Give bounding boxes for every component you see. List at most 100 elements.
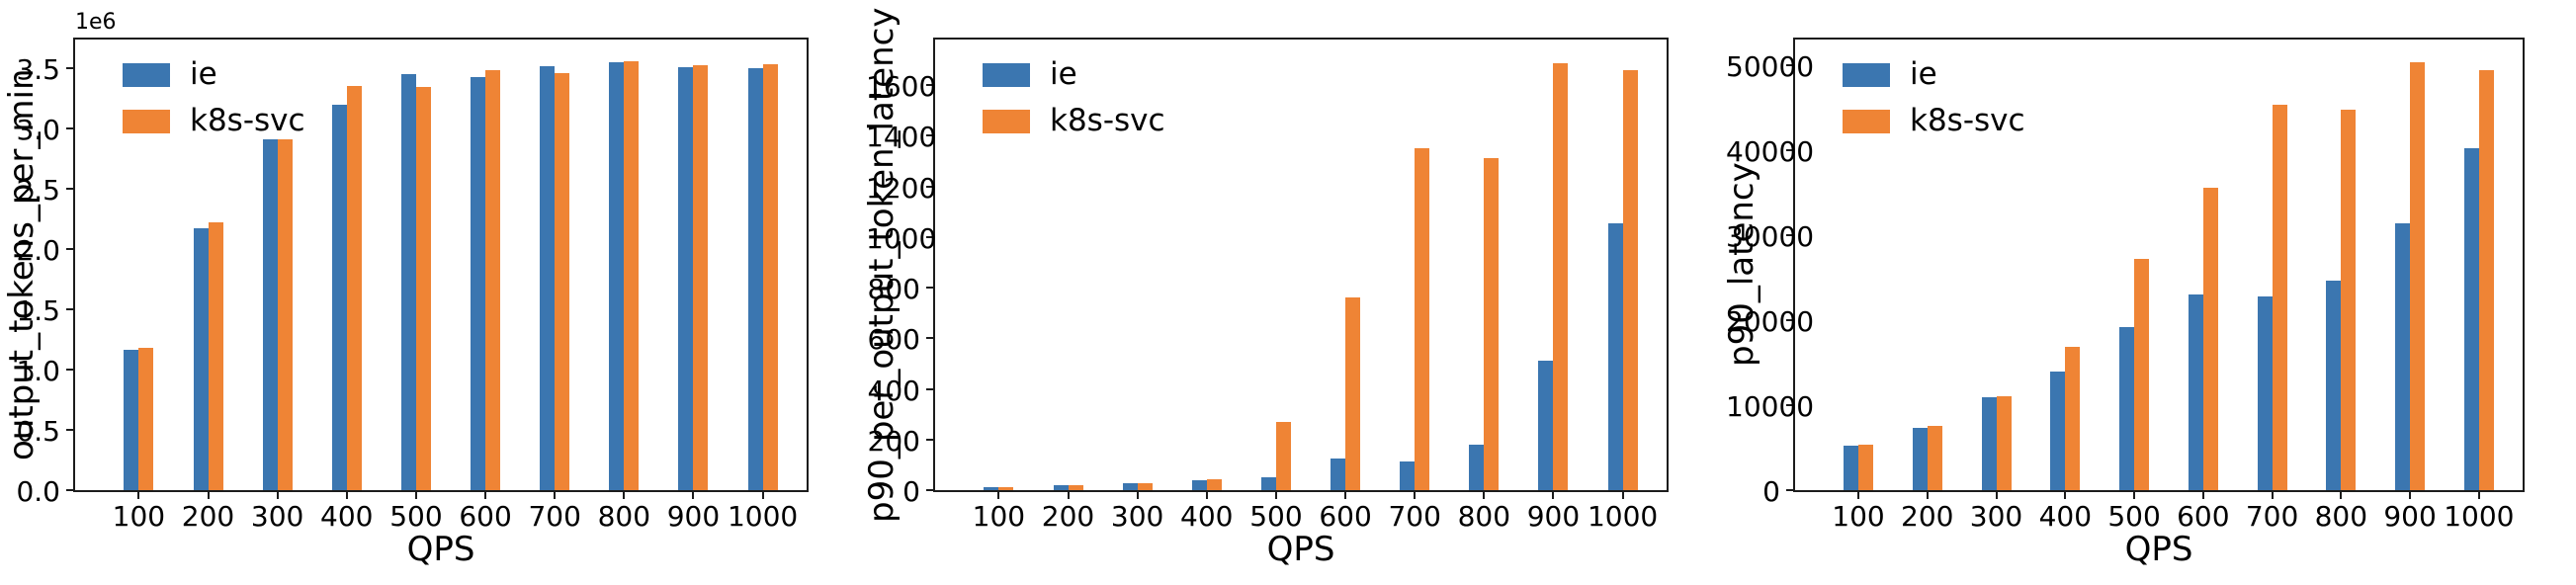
legend-label-k8s-svc: k8s-svc bbox=[190, 103, 305, 138]
bar-ie-qps-200 bbox=[1053, 484, 1069, 490]
y-tick-label: 1400 bbox=[866, 121, 937, 154]
bar-k8s-svc-qps-600 bbox=[2202, 187, 2218, 490]
bar-k8s-svc-qps-600 bbox=[485, 70, 501, 490]
bar-k8s-svc-qps-300 bbox=[1137, 482, 1153, 490]
legend-item-k8s-svc: k8s-svc bbox=[983, 106, 1165, 136]
y-tick-label: 20000 bbox=[1726, 304, 1815, 338]
chart-p90-latency: p90_latency ie k8s-svc 0 10000 20000 30000 4… bbox=[1720, 0, 2576, 585]
y-tick-mark bbox=[926, 185, 935, 188]
legend-label-ie: ie bbox=[1910, 56, 1937, 92]
legend-item-k8s-svc: k8s-svc bbox=[123, 106, 305, 136]
x-tick-label: 600 bbox=[2177, 500, 2230, 533]
x-tick-mark bbox=[1483, 490, 1486, 499]
bar-k8s-svc-qps-700 bbox=[2272, 104, 2287, 490]
x-tick-mark bbox=[1344, 490, 1347, 499]
x-tick-mark bbox=[1205, 490, 1208, 499]
legend-item-ie: ie bbox=[1843, 59, 2025, 90]
y-tick-mark bbox=[1786, 489, 1795, 491]
x-tick-label: 1000 bbox=[727, 500, 799, 533]
x-tick-label: 300 bbox=[1969, 500, 2023, 533]
x-tick-mark bbox=[1552, 490, 1555, 499]
y-tick-label: 2.5 bbox=[16, 174, 60, 208]
bar-ie-qps-700 bbox=[2257, 295, 2273, 490]
legend-swatch-k8s-svc bbox=[983, 109, 1030, 133]
x-tick-mark bbox=[137, 490, 140, 499]
x-tick-label: 700 bbox=[528, 500, 581, 533]
x-axis-label: QPS bbox=[2124, 530, 2193, 569]
y-axis-offset-label: 1e6 bbox=[75, 10, 117, 35]
y-tick-label: 0 bbox=[902, 475, 920, 508]
legend: ie k8s-svc bbox=[123, 59, 305, 136]
legend-label-ie: ie bbox=[1050, 56, 1077, 92]
x-tick-label: 400 bbox=[320, 500, 374, 533]
legend-swatch-ie bbox=[1843, 62, 1890, 87]
chart-p90-per-output-token-latency: p90_per_output_token_latency ie k8s-svc … bbox=[860, 0, 1720, 585]
x-tick-label: 500 bbox=[2107, 500, 2161, 533]
bar-ie-qps-600 bbox=[471, 76, 486, 490]
bar-ie-qps-300 bbox=[262, 139, 278, 490]
bar-k8s-svc-qps-600 bbox=[1345, 297, 1361, 490]
bar-k8s-svc-qps-400 bbox=[2065, 347, 2081, 490]
y-tick-mark bbox=[926, 84, 935, 87]
bar-k8s-svc-qps-500 bbox=[2134, 259, 2150, 490]
y-tick-label: 0.5 bbox=[16, 415, 60, 449]
bar-k8s-svc-qps-200 bbox=[1068, 484, 1083, 490]
x-tick-mark bbox=[1067, 490, 1070, 499]
bar-k8s-svc-qps-700 bbox=[1415, 148, 1430, 490]
bar-k8s-svc-qps-1000 bbox=[2478, 70, 2494, 490]
x-tick-mark bbox=[414, 490, 417, 499]
plot-area: ie k8s-svc 0 10000 20000 30000 40000 50000 100… bbox=[1726, 38, 2525, 531]
bar-ie-qps-600 bbox=[2188, 294, 2203, 490]
x-tick-label: 400 bbox=[2038, 500, 2093, 533]
x-tick-label: 600 bbox=[459, 500, 512, 533]
x-tick-mark bbox=[2133, 490, 2136, 499]
x-tick-mark bbox=[2201, 490, 2204, 499]
x-tick-label: 900 bbox=[666, 500, 721, 533]
legend-item-k8s-svc: k8s-svc bbox=[1843, 106, 2025, 136]
plot-area: ie k8s-svc 0 200 400 600 800 1000 1200 1400 1600… bbox=[866, 38, 1669, 531]
bar-ie-qps-400 bbox=[2050, 371, 2066, 490]
x-tick-mark bbox=[2477, 490, 2480, 499]
legend: ie k8s-svc bbox=[983, 59, 1165, 136]
bar-ie-qps-500 bbox=[400, 74, 416, 490]
x-tick-label: 1000 bbox=[1587, 500, 1659, 533]
x-tick-label: 800 bbox=[597, 500, 651, 533]
y-tick-label: 10000 bbox=[1726, 389, 1815, 423]
chart-output-tokens-per-min: output_tokens_per_min 1e6 ie k8s-svc 0.0… bbox=[0, 0, 860, 585]
bar-ie-qps-500 bbox=[1260, 476, 1276, 490]
bar-k8s-svc-qps-400 bbox=[346, 85, 362, 490]
legend-swatch-ie bbox=[123, 62, 170, 87]
x-tick-label: 800 bbox=[1457, 500, 1511, 533]
x-tick-label: 100 bbox=[972, 500, 1026, 533]
y-tick-mark bbox=[66, 308, 75, 311]
bar-ie-qps-100 bbox=[984, 486, 999, 490]
x-tick-label: 500 bbox=[1249, 500, 1303, 533]
bar-ie-qps-300 bbox=[1981, 396, 1997, 490]
x-tick-label: 700 bbox=[2245, 500, 2299, 533]
legend: ie k8s-svc bbox=[1843, 59, 2025, 136]
x-tick-label: 100 bbox=[112, 500, 166, 533]
bar-k8s-svc-qps-500 bbox=[415, 86, 431, 490]
x-axis-label: QPS bbox=[406, 530, 475, 569]
bar-ie-qps-1000 bbox=[1607, 222, 1623, 490]
x-tick-label: 400 bbox=[1180, 500, 1234, 533]
bar-ie-qps-300 bbox=[1122, 482, 1138, 490]
y-tick-label: 1200 bbox=[866, 171, 937, 205]
y-tick-mark bbox=[926, 287, 935, 290]
bar-ie-qps-100 bbox=[1844, 445, 1859, 490]
bar-k8s-svc-qps-300 bbox=[1996, 395, 2012, 490]
x-tick-mark bbox=[2409, 490, 2412, 499]
y-tick-mark bbox=[926, 438, 935, 441]
x-tick-mark bbox=[2271, 490, 2274, 499]
x-tick-mark bbox=[345, 490, 348, 499]
bar-k8s-svc-qps-200 bbox=[1927, 426, 1942, 490]
bar-k8s-svc-qps-500 bbox=[1275, 421, 1291, 490]
bar-k8s-svc-qps-1000 bbox=[1622, 69, 1638, 490]
y-tick-mark bbox=[926, 489, 935, 491]
y-tick-label: 800 bbox=[867, 273, 920, 306]
x-tick-mark bbox=[761, 490, 764, 499]
y-tick-label: 0 bbox=[1762, 475, 1780, 508]
x-tick-mark bbox=[2064, 490, 2067, 499]
x-tick-mark bbox=[276, 490, 279, 499]
